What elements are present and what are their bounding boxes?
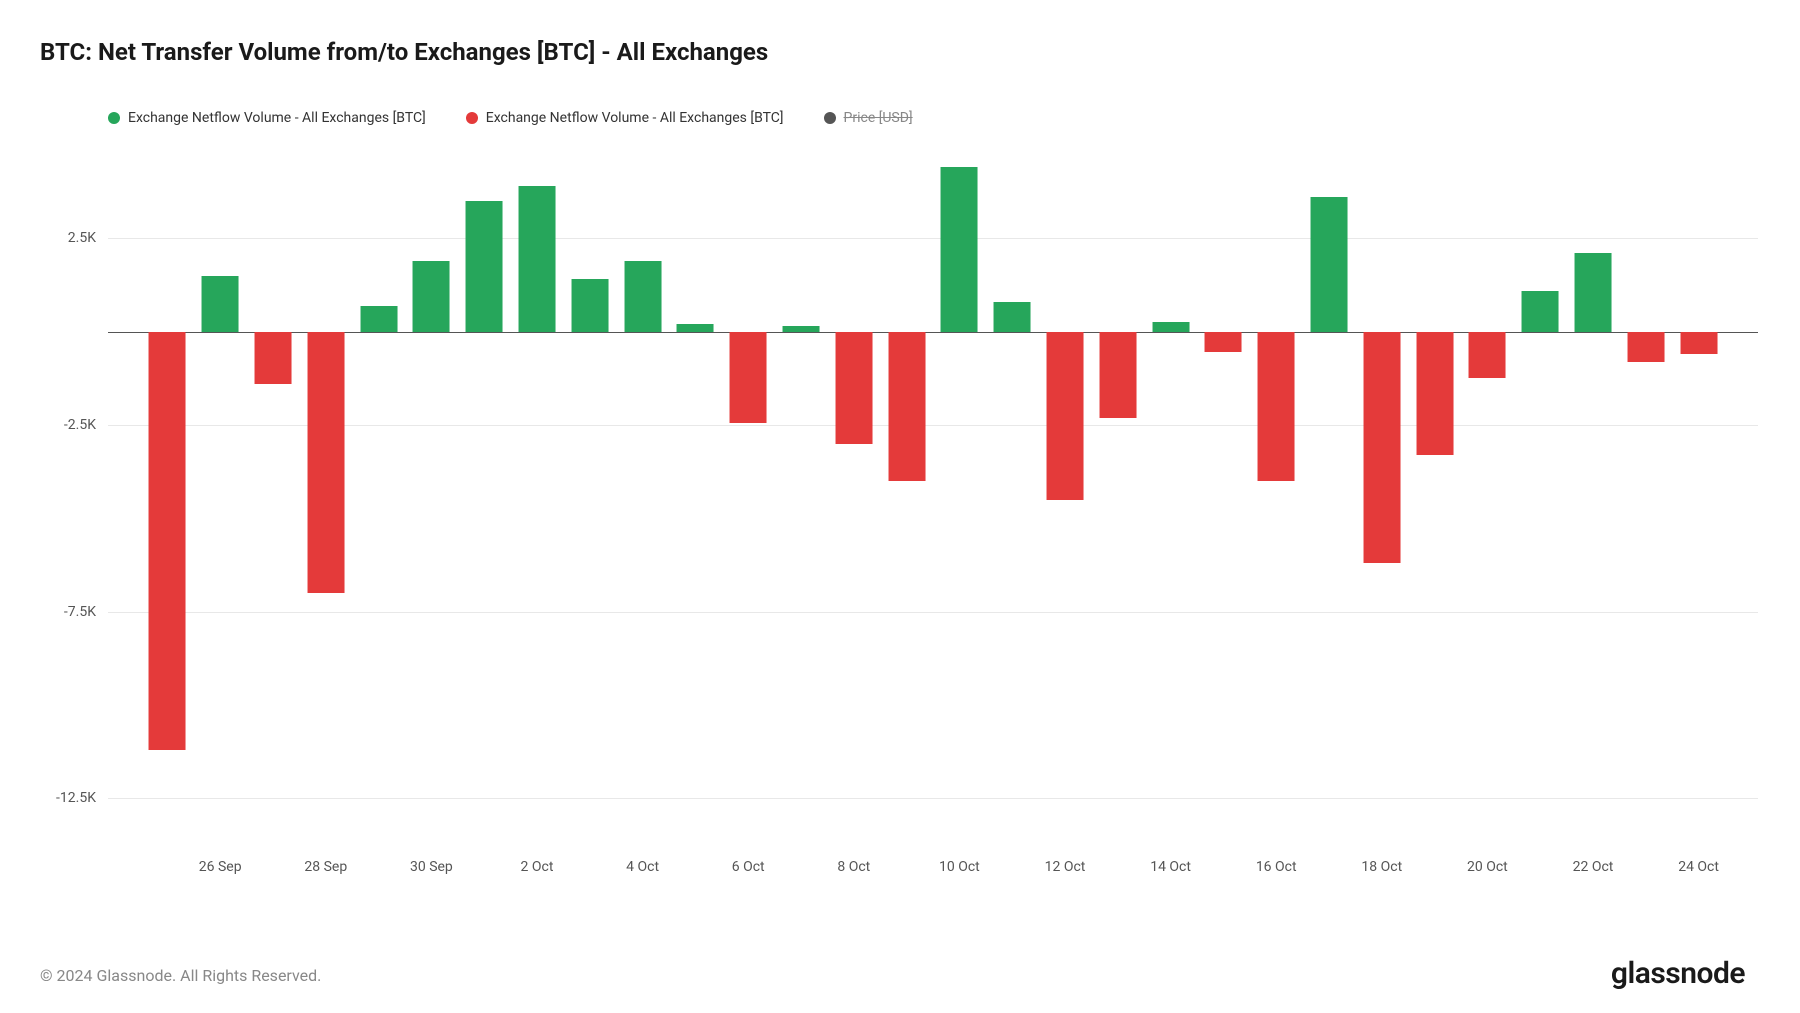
x-axis-label: 30 Sep <box>410 859 453 875</box>
brand-logo: glassnode <box>1611 956 1745 991</box>
bar <box>1575 253 1612 331</box>
gridline <box>108 612 1758 613</box>
y-axis-label: -7.5K <box>64 604 96 620</box>
bar <box>1363 332 1400 563</box>
x-axis-label: 22 Oct <box>1573 859 1614 875</box>
legend: Exchange Netflow Volume - All Exchanges … <box>108 110 913 126</box>
x-axis-label: 20 Oct <box>1467 859 1508 875</box>
bar <box>835 332 872 444</box>
legend-marker-icon <box>824 112 836 124</box>
bar <box>1522 291 1559 332</box>
x-axis-label: 4 Oct <box>626 859 659 875</box>
bar <box>677 324 714 331</box>
legend-marker-icon <box>466 112 478 124</box>
x-axis-label: 6 Oct <box>732 859 765 875</box>
x-axis-label: 2 Oct <box>521 859 554 875</box>
bar <box>888 332 925 481</box>
bar <box>149 332 186 750</box>
bar <box>571 279 608 331</box>
x-axis-label: 10 Oct <box>939 859 980 875</box>
legend-marker-icon <box>108 112 120 124</box>
x-axis-label: 18 Oct <box>1361 859 1402 875</box>
bar <box>1205 332 1242 353</box>
gridline <box>108 798 1758 799</box>
bar <box>1311 197 1348 331</box>
x-axis-label: 24 Oct <box>1678 859 1719 875</box>
x-axis-label: 8 Oct <box>837 859 870 875</box>
bar <box>307 332 344 593</box>
x-axis-label: 26 Sep <box>199 859 242 875</box>
legend-item-0: Exchange Netflow Volume - All Exchanges … <box>108 110 426 126</box>
bar <box>1047 332 1084 500</box>
legend-item-2: Price [USD] <box>824 110 913 126</box>
copyright-text: © 2024 Glassnode. All Rights Reserved. <box>40 966 321 985</box>
x-axis-label: 16 Oct <box>1256 859 1297 875</box>
legend-label: Exchange Netflow Volume - All Exchanges … <box>128 110 426 126</box>
x-axis-label: 28 Sep <box>304 859 347 875</box>
zero-line <box>108 332 1758 334</box>
bar <box>1627 332 1664 362</box>
bar <box>202 276 239 332</box>
gridline <box>108 238 1758 239</box>
chart-title: BTC: Net Transfer Volume from/to Exchang… <box>40 38 768 66</box>
bar <box>730 332 767 423</box>
bar <box>1416 332 1453 455</box>
bar <box>519 186 556 332</box>
x-axis-label: 14 Oct <box>1150 859 1191 875</box>
bar <box>1258 332 1295 481</box>
bar <box>1099 332 1136 418</box>
bar <box>413 261 450 332</box>
y-axis-label: -2.5K <box>64 417 96 433</box>
legend-label: Price [USD] <box>844 110 913 126</box>
legend-label: Exchange Netflow Volume - All Exchanges … <box>486 110 784 126</box>
bar <box>994 302 1031 332</box>
y-axis-label: -12.5K <box>56 790 96 806</box>
bar <box>1680 332 1717 354</box>
bar <box>466 201 503 332</box>
legend-item-1: Exchange Netflow Volume - All Exchanges … <box>466 110 784 126</box>
bar <box>255 332 292 384</box>
bar <box>783 326 820 332</box>
bar <box>360 306 397 332</box>
y-axis-label: 2.5K <box>68 230 96 246</box>
gridline <box>108 425 1758 426</box>
chart-plot-area: 2.5K-2.5K-7.5K-12.5K26 Sep28 Sep30 Sep2 … <box>108 145 1758 845</box>
bar <box>1152 322 1189 331</box>
bar <box>624 261 661 332</box>
bar <box>1469 332 1506 379</box>
bar <box>941 167 978 331</box>
x-axis-label: 12 Oct <box>1045 859 1086 875</box>
